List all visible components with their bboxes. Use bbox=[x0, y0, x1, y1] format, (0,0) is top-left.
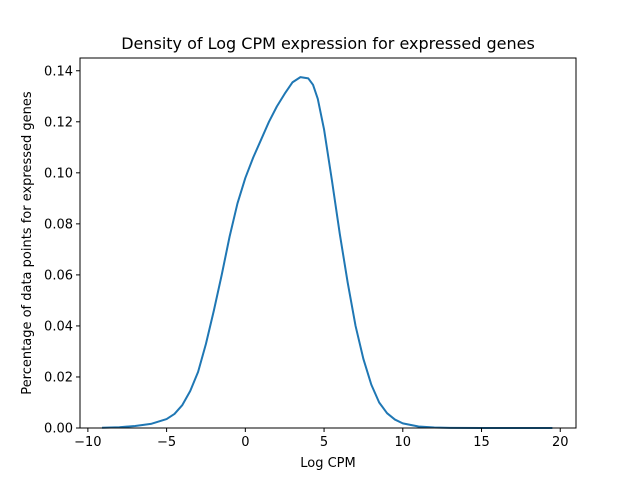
y-tick-label: 0.10 bbox=[44, 166, 73, 181]
x-tick-label: 20 bbox=[552, 435, 569, 450]
x-tick-label: 0 bbox=[241, 435, 249, 450]
y-tick-label: 0.02 bbox=[44, 370, 73, 385]
y-tick-label: 0.14 bbox=[44, 64, 73, 79]
density-line-series-0 bbox=[102, 76, 553, 429]
plot-frame bbox=[79, 57, 577, 429]
y-tick-label: 0.08 bbox=[44, 217, 73, 232]
y-tick-label: 0.00 bbox=[44, 422, 73, 437]
y-tick-label: 0.12 bbox=[44, 115, 73, 130]
x-tick-label: 10 bbox=[395, 435, 412, 450]
y-axis-title: Percentage of data points for expressed … bbox=[20, 91, 35, 395]
y-tick-label: 0.04 bbox=[44, 319, 73, 334]
x-tick-label: −5 bbox=[157, 435, 176, 450]
x-tick-label: 5 bbox=[320, 435, 328, 450]
y-tick-label: 0.06 bbox=[44, 268, 73, 283]
x-tick-label: −10 bbox=[74, 435, 101, 450]
x-tick-label: 15 bbox=[473, 435, 490, 450]
chart-title: Density of Log CPM expression for expres… bbox=[121, 34, 535, 53]
plot-area: −10 −5 0 5 10 15 20 0.00 0.02 0.04 0.06 0.08 0.10 0.1… bbox=[44, 57, 577, 450]
x-axis-title: Log CPM bbox=[300, 456, 356, 471]
